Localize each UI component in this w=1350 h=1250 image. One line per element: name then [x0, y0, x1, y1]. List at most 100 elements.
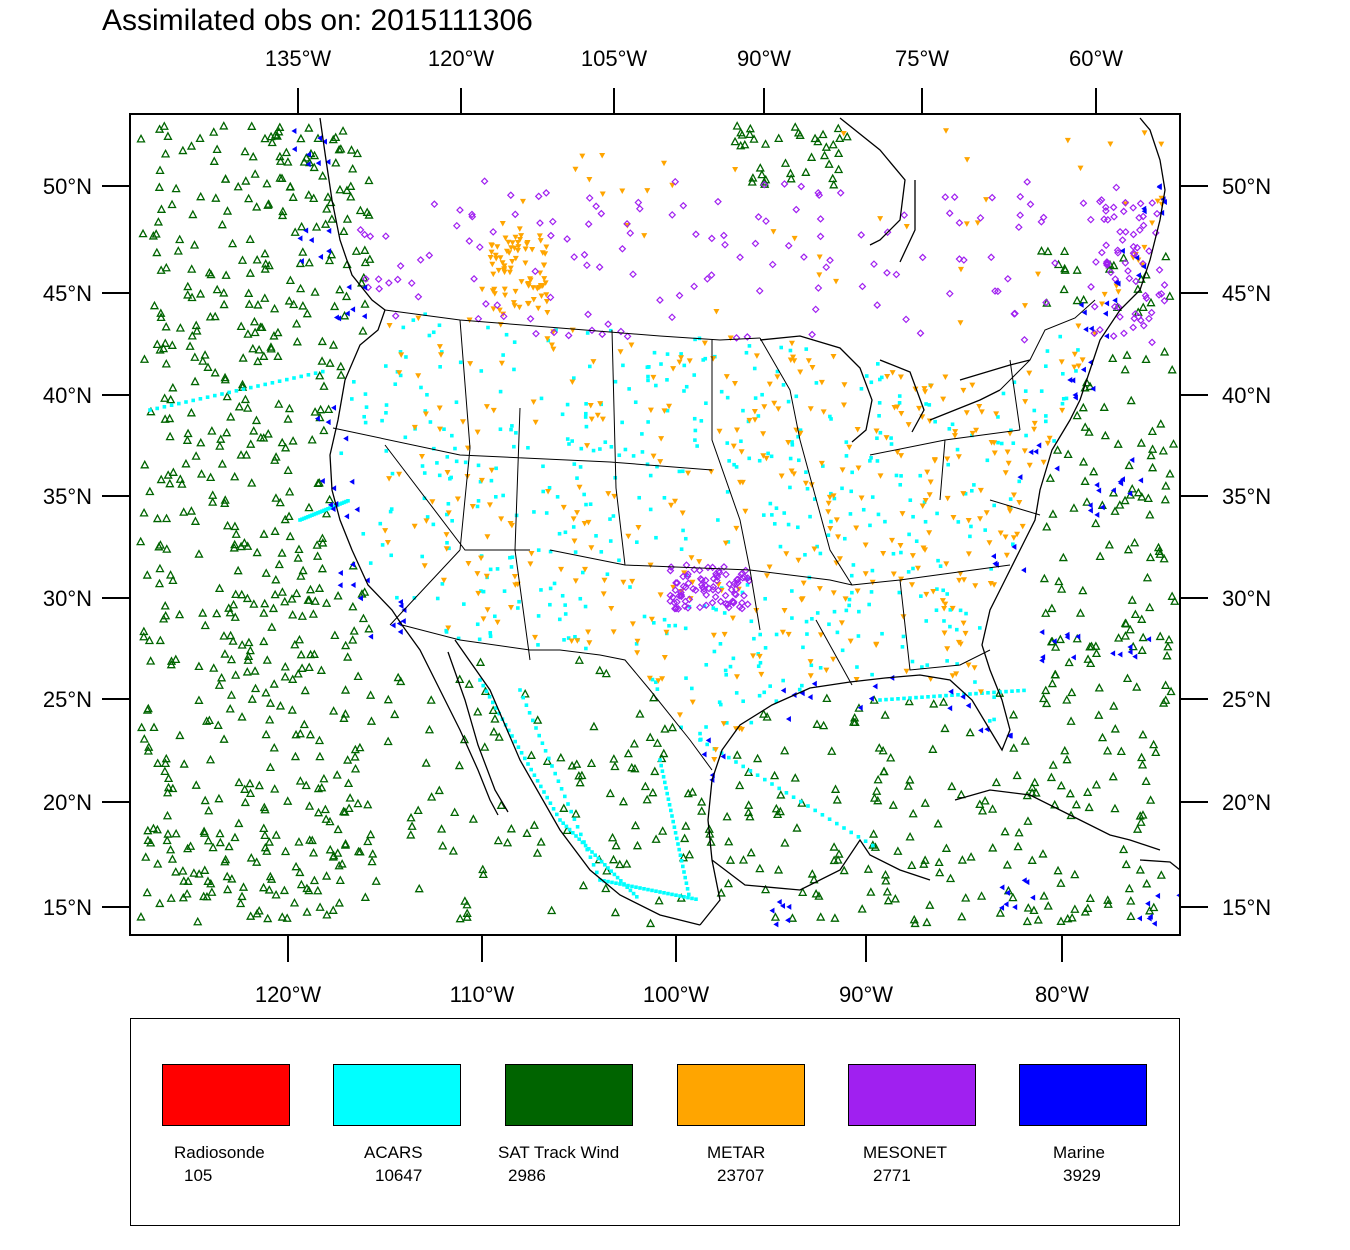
mesonet-marker [1004, 274, 1012, 283]
metar-marker [737, 479, 744, 486]
mesonet-marker [672, 579, 680, 587]
sat-track-wind-marker [249, 599, 259, 608]
metar-marker [991, 582, 998, 588]
metar-marker [919, 503, 926, 509]
acars-marker [249, 385, 253, 390]
sat-track-wind-marker [248, 151, 258, 161]
metar-marker [978, 409, 985, 415]
sat-track-wind-marker [494, 732, 504, 741]
acars-marker [956, 520, 961, 524]
sat-track-wind-marker [236, 898, 246, 908]
sat-track-wind-marker [155, 563, 165, 573]
sat-track-wind-marker [835, 133, 845, 143]
sat-track-wind-marker [260, 248, 270, 258]
sat-track-wind-marker [217, 459, 227, 468]
metar-marker [657, 459, 664, 465]
metar-marker [689, 699, 696, 706]
acars-marker [445, 540, 449, 545]
marine-marker [364, 577, 370, 584]
acars-marker [563, 530, 568, 535]
acars-marker [579, 446, 584, 451]
mesonet-marker [814, 284, 823, 292]
political-borders [332, 299, 1096, 771]
metar-marker [518, 233, 525, 239]
acars-marker [973, 680, 977, 684]
sat-track-wind-marker [490, 714, 500, 723]
acars-marker [205, 395, 210, 399]
sat-track-wind-marker [219, 288, 229, 297]
metar-marker [415, 373, 422, 379]
acars-marker [870, 672, 874, 677]
sat-track-wind-marker [221, 854, 231, 864]
sat-track-wind-marker [745, 811, 755, 821]
acars-marker [920, 665, 924, 669]
sat-track-wind-marker [383, 694, 393, 704]
sat-track-wind-marker [740, 139, 750, 149]
metar-marker [818, 379, 825, 386]
mesonet-marker [730, 590, 739, 598]
mesonet-marker [736, 253, 744, 262]
sat-track-wind-marker [190, 516, 201, 525]
metar-marker [927, 383, 934, 390]
sat-track-wind-marker [241, 450, 251, 459]
acars-marker [808, 514, 812, 519]
metar-marker [1003, 552, 1010, 559]
acars-marker [571, 831, 575, 835]
metar-marker [1154, 198, 1161, 205]
acars-marker [705, 742, 709, 747]
sat-track-wind-marker [1170, 596, 1180, 605]
sat-track-wind-marker [338, 126, 348, 135]
sat-track-wind-marker [142, 570, 152, 579]
acars-marker [727, 459, 731, 463]
sat-track-wind-marker [261, 729, 271, 739]
sat-track-wind-marker [302, 907, 312, 916]
acars-marker [749, 619, 754, 624]
metar-marker [509, 240, 516, 246]
acars-marker [378, 521, 383, 526]
metar-marker [511, 303, 518, 309]
marine-marker [978, 727, 984, 734]
acars-marker [368, 561, 373, 565]
acars-marker [804, 470, 808, 474]
sat-track-wind-marker [264, 260, 274, 270]
marine-marker [1067, 377, 1073, 384]
metar-marker [957, 571, 964, 577]
sat-track-wind-marker [299, 719, 309, 729]
acars-marker [565, 402, 570, 407]
sat-track-wind-marker [140, 459, 150, 469]
marine-marker [361, 313, 367, 320]
metar-marker [927, 479, 934, 485]
sat-track-wind-marker [1056, 878, 1066, 887]
sat-track-wind-marker [227, 874, 237, 883]
metar-marker [570, 516, 577, 522]
sat-track-wind-marker [651, 834, 661, 843]
metar-marker [953, 671, 960, 677]
acars-marker [342, 500, 346, 505]
acars-marker [790, 440, 794, 444]
marine-marker [1110, 487, 1116, 494]
sat-track-wind-marker [336, 361, 346, 371]
sat-track-wind-marker [1132, 824, 1143, 833]
sat-track-wind-marker [220, 374, 230, 384]
sat-track-wind-marker [155, 898, 165, 908]
sat-track-wind-marker [310, 596, 320, 605]
mesonet-marker [858, 282, 867, 291]
mesonet-marker [1020, 335, 1029, 344]
acars-marker [390, 471, 395, 476]
metar-marker [483, 573, 490, 580]
acars-marker [332, 504, 336, 509]
acars-marker [842, 826, 846, 830]
metar-marker [415, 315, 422, 322]
metar-marker [1141, 130, 1148, 136]
marine-marker [807, 694, 813, 701]
mesonet-marker [456, 206, 464, 214]
sat-track-wind-marker [212, 144, 222, 153]
sat-track-wind-marker [165, 413, 175, 423]
metar-marker [480, 616, 487, 622]
sat-track-wind-marker [277, 210, 288, 220]
marine-marker [785, 715, 791, 722]
sat-track-wind-marker [1008, 892, 1018, 902]
metar-marker [418, 454, 425, 460]
metar-marker [514, 248, 521, 254]
acars-marker [475, 504, 480, 509]
